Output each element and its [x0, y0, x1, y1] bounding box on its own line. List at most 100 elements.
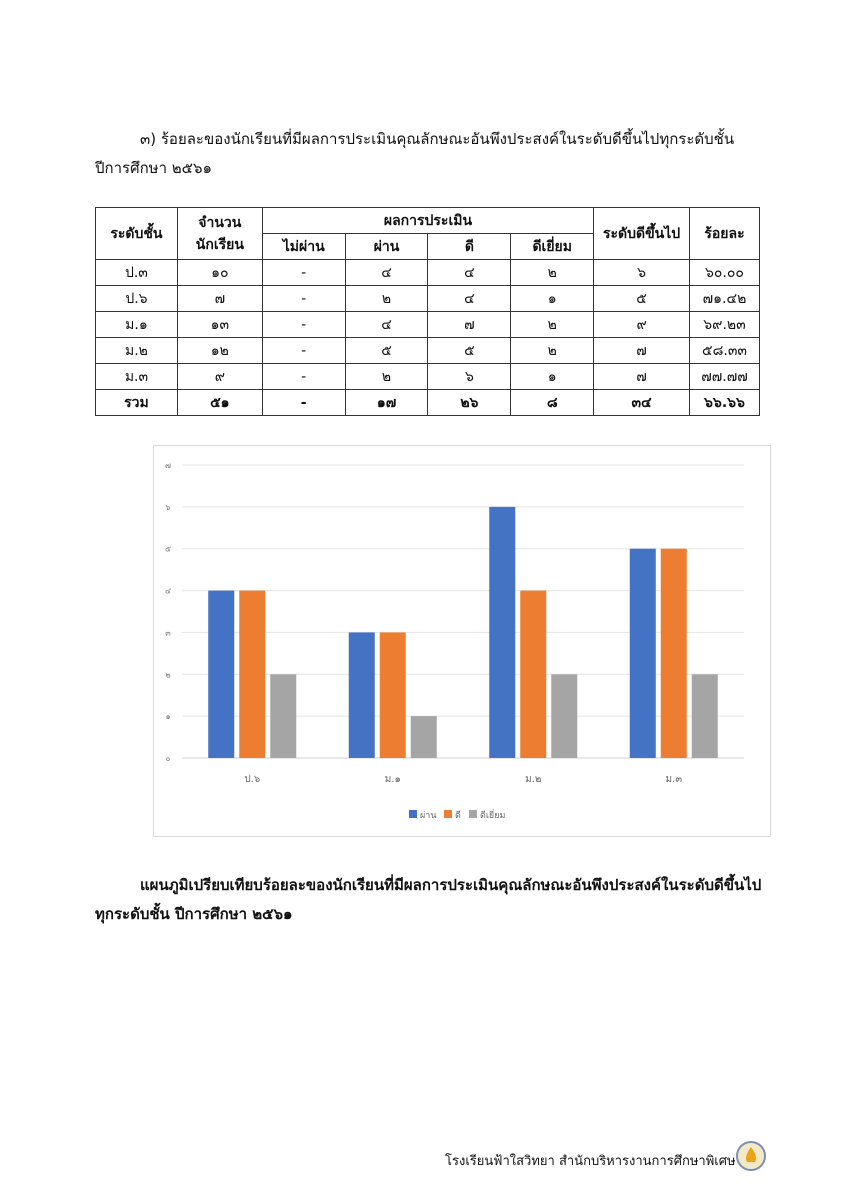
y-tick-label: ๔ [165, 587, 171, 596]
table-cell: ๑๓ [176, 311, 263, 338]
table-cell: ๔ [427, 285, 512, 312]
table-cell: ม.๑ [95, 311, 178, 338]
table-cell: ๒ [510, 337, 595, 364]
y-tick-label: ๐ [166, 754, 171, 763]
legend-item: ผ่าน [409, 810, 436, 821]
table-cell: ๖๐.๐๐ [688, 259, 761, 286]
table-row: ป.๖๗-๒๔๑๕๗๑.๔๒ [95, 285, 761, 312]
table-cell: ๑๗ [344, 389, 429, 416]
table-cell: ๓๔ [593, 389, 690, 416]
table-cell: ๗ [593, 363, 690, 390]
footer-text: โรงเรียนฟ้าใสวิทยา สำนักบริหารงานการศึกษ… [445, 1154, 736, 1169]
x-tick-label: ม.๑ [385, 774, 401, 785]
legend-swatch [469, 810, 477, 818]
bar-chart: ๐ ๑ ๒ ๓ ๔ ๕ ๖ ๗ป.๖ ม.๑ ม.๒ ม.๓ผ่าน ดี ดีเยี่ยม [153, 445, 771, 837]
table-cell: ๗๑.๔๒ [688, 285, 761, 312]
table-cell: - [261, 363, 346, 390]
table-cell: ๖๖.๖๖ [688, 389, 761, 416]
table-row: ม.๒ ๑๒-๕๕๒๗๕๘.๓๓ [95, 337, 761, 364]
y-tick-label: ๑ [165, 712, 170, 721]
x-tick-label: ม.๓ [665, 774, 682, 785]
table-cell: ๑ [510, 285, 595, 312]
chart-svg: ๐ ๑ ๒ ๓ ๔ ๕ ๖ ๗ป.๖ ม.๑ ม.๒ ม.๓ผ่าน ดี ดีเยี่ยม [165, 461, 744, 821]
table-cell: ๖ [427, 363, 512, 390]
x-tick-label: ม.๒ [525, 774, 541, 785]
table-cell: ๗ [427, 311, 512, 338]
legend-item: ดี [444, 810, 461, 821]
table-cell: ๑ [510, 363, 595, 390]
bar [270, 674, 297, 758]
table-cell: ๗๗.๗๗ [688, 363, 761, 390]
y-tick-label: ๓ [165, 628, 171, 637]
table-cell: รวม [95, 389, 178, 416]
table-cell: ๕ [427, 337, 512, 364]
table-cell: - [261, 311, 346, 338]
table-cell: ม.๒ [95, 337, 178, 364]
bar [520, 590, 547, 758]
table-cell: ๕ [344, 337, 429, 364]
table-cell: ๕๘.๓๓ [688, 337, 761, 364]
heading-line1: ๓) ร้อยละของนักเรียนที่มีผลการประเมินคุณ… [140, 130, 735, 148]
table-cell: ๒๖ [427, 389, 512, 416]
bar [410, 716, 437, 758]
x-tick-label: ป.๖ [244, 774, 260, 785]
legend-label: ดี [455, 810, 461, 821]
table-cell: ๙ [593, 311, 690, 338]
table-cell: ๑๒ [176, 337, 263, 364]
table-cell: ป.๖ [95, 285, 178, 312]
caption-line1: แผนภูมิเปรียบเทียบร้อยละของนักเรียนที่มี… [140, 876, 762, 894]
table-cell: ๕๑ [176, 389, 263, 416]
bar [660, 548, 687, 758]
header-good: ดี [427, 233, 512, 260]
header-pass: ผ่าน [344, 233, 429, 260]
table-cell: - [261, 285, 346, 312]
table-cell: ๙ [176, 363, 263, 390]
total-row: รวม ๕๑-๑๗ ๒๖๘๓๔ ๖๖.๖๖ [95, 389, 761, 416]
table-row: ม.๓๙-๒๖๑๗๗๗.๗๗ [95, 363, 761, 390]
table-cell: ๕ [593, 285, 690, 312]
table-cell: - [261, 337, 346, 364]
bar [239, 590, 266, 758]
y-tick-label: ๖ [165, 503, 170, 512]
table-cell: ป.๓ [95, 259, 178, 286]
table-cell: ๖๙.๒๓ [688, 311, 761, 338]
table-cell: ๗ [593, 337, 690, 364]
header-count: จำนวน นักเรียน [176, 207, 263, 260]
legend-label: ผ่าน [420, 811, 436, 821]
table-cell: - [261, 259, 346, 286]
legend-swatch [409, 810, 417, 818]
legend-swatch [444, 810, 452, 818]
bar [489, 506, 516, 758]
assessment-table: ระดับชั้น จำนวน นักเรียน ผลการประเมิน ระด… [95, 207, 761, 416]
caption-line2: ทุกระดับชั้น ปีการศึกษา ๒๕๖๑ [95, 905, 293, 923]
bar [691, 674, 718, 758]
bar [348, 632, 375, 758]
legend-label: ดีเยี่ยม [480, 808, 505, 821]
header-level: ระดับชั้น [95, 207, 178, 260]
y-tick-label: ๕ [165, 545, 171, 554]
header-excellent: ดีเยี่ยม [510, 233, 595, 260]
table-cell: ๘ [510, 389, 595, 416]
y-tick-label: ๒ [165, 670, 170, 679]
header-good-up: ระดับดีขึ้นไป [593, 207, 690, 260]
bar [629, 548, 656, 758]
table-row: ป.๓ ๑๐-๔๔๒๖๖๐.๐๐ [95, 259, 761, 286]
heading-line2: ปีการศึกษา ๒๕๖๑ [95, 159, 213, 177]
bar [379, 632, 406, 758]
y-tick-label: ๗ [165, 461, 171, 470]
bar [551, 674, 578, 758]
table-cell: ๗ [176, 285, 263, 312]
table-cell: ๔ [344, 311, 429, 338]
table-cell: ๒ [344, 363, 429, 390]
header-fail: ไม่ผ่าน [261, 233, 346, 260]
table-cell: ๑๐ [176, 259, 263, 286]
table-cell: ๒ [344, 285, 429, 312]
bar [208, 590, 235, 758]
table-cell: ม.๓ [95, 363, 178, 390]
header-percent: ร้อยละ [688, 207, 761, 260]
table-cell: ๖ [593, 259, 690, 286]
table-row: ม.๑ ๑๓-๔๗๒๙๖๙.๒๓ [95, 311, 761, 338]
table-cell: - [261, 389, 346, 416]
table-cell: ๒ [510, 311, 595, 338]
school-seal-logo [736, 1141, 766, 1171]
